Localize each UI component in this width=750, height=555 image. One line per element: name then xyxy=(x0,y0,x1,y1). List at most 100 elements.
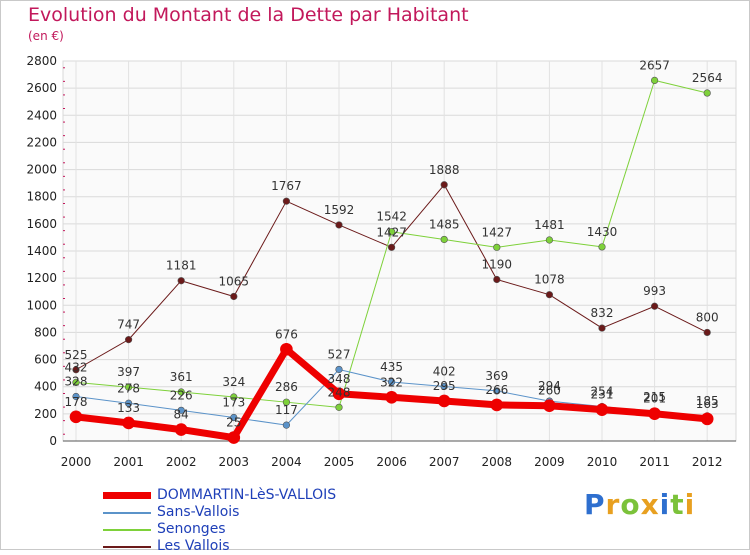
data-label: 1430 xyxy=(587,225,618,239)
data-point xyxy=(122,416,135,430)
data-label: 993 xyxy=(643,284,666,298)
data-point xyxy=(282,197,291,205)
data-label: 294 xyxy=(538,379,561,393)
data-label: 2657 xyxy=(639,58,670,72)
data-label: 1427 xyxy=(376,225,407,239)
x-tick-label: 2002 xyxy=(166,455,197,469)
data-point xyxy=(124,336,133,344)
data-label: 402 xyxy=(433,364,456,378)
data-label: 324 xyxy=(222,375,245,389)
x-tick-label: 2000 xyxy=(61,455,92,469)
x-tick-label: 2011 xyxy=(639,455,670,469)
data-label: 1427 xyxy=(482,225,513,239)
data-point xyxy=(174,423,188,436)
data-label: 527 xyxy=(328,347,351,361)
data-label: 260 xyxy=(538,384,561,398)
data-label: 231 xyxy=(591,388,614,402)
data-point xyxy=(440,181,448,189)
data-label: 173 xyxy=(222,396,245,410)
x-tick-label: 2009 xyxy=(534,455,565,469)
data-point xyxy=(177,388,185,396)
data-label: 1190 xyxy=(482,258,513,272)
legend-label: Senonges xyxy=(157,521,226,537)
data-point xyxy=(282,398,291,406)
data-label: 322 xyxy=(380,375,403,389)
y-tick-label: 200 xyxy=(34,407,57,421)
legend-swatch xyxy=(103,512,151,514)
legend-swatch xyxy=(103,492,151,499)
data-point xyxy=(280,342,293,356)
data-label: 133 xyxy=(117,401,140,415)
data-label: 832 xyxy=(591,306,614,320)
data-label: 1542 xyxy=(376,210,407,224)
x-tick-label: 2007 xyxy=(429,455,460,469)
data-point xyxy=(490,398,504,412)
y-tick-label: 1600 xyxy=(26,217,57,231)
x-tick-label: 2004 xyxy=(271,455,302,469)
legend-swatch xyxy=(103,529,151,531)
data-point xyxy=(650,76,659,85)
data-point xyxy=(388,228,396,236)
data-label: 178 xyxy=(65,395,88,409)
data-point xyxy=(230,393,238,401)
data-label: 1888 xyxy=(429,163,460,177)
logo-letter: o xyxy=(620,488,641,521)
proxiti-logo: Proxiti xyxy=(584,488,695,521)
data-point xyxy=(440,382,448,391)
logo-letter: x xyxy=(640,488,660,521)
data-label: 286 xyxy=(275,380,298,394)
data-point xyxy=(227,431,241,444)
data-label: 676 xyxy=(275,327,298,341)
data-label: 800 xyxy=(696,310,719,324)
data-label: 226 xyxy=(170,388,193,402)
logo-letter: r xyxy=(605,488,621,521)
data-label: 747 xyxy=(117,318,140,332)
y-tick-label: 400 xyxy=(34,380,57,394)
data-point xyxy=(72,366,80,374)
data-label: 248 xyxy=(328,385,351,399)
y-tick-label: 600 xyxy=(34,353,57,367)
data-point xyxy=(72,392,80,401)
data-point xyxy=(648,407,661,421)
data-point xyxy=(72,378,80,386)
chart-title: Evolution du Montant de la Dette par Hab… xyxy=(28,4,469,26)
data-label: 185 xyxy=(696,394,719,408)
data-label: 435 xyxy=(380,360,403,374)
data-point xyxy=(437,394,451,408)
data-point xyxy=(282,421,291,429)
data-point xyxy=(385,390,398,404)
data-label: 1065 xyxy=(219,274,250,288)
data-point xyxy=(703,328,711,337)
data-point xyxy=(703,89,711,97)
data-label: 266 xyxy=(485,383,508,397)
data-label: 84 xyxy=(174,408,189,422)
data-label: 278 xyxy=(117,381,140,395)
data-point xyxy=(230,413,238,422)
data-point xyxy=(598,324,606,332)
data-point xyxy=(543,399,556,413)
y-tick-label: 2200 xyxy=(26,135,57,149)
data-point xyxy=(650,302,659,310)
data-point xyxy=(595,403,609,416)
y-tick-label: 2600 xyxy=(26,81,57,95)
x-tick-label: 2005 xyxy=(324,455,355,469)
data-point xyxy=(545,291,554,299)
data-point xyxy=(124,383,133,391)
data-point xyxy=(177,277,185,285)
data-label: 163 xyxy=(696,397,719,411)
logo-letter: t xyxy=(670,488,685,521)
data-label: 348 xyxy=(328,372,351,386)
data-point xyxy=(335,221,343,229)
data-point xyxy=(332,387,346,401)
y-tick-label: 2400 xyxy=(26,108,57,122)
data-point xyxy=(440,235,448,244)
data-point xyxy=(69,410,83,424)
data-point xyxy=(335,365,343,374)
x-tick-label: 2001 xyxy=(113,455,144,469)
y-tick-label: 2000 xyxy=(26,163,57,177)
x-tick-label: 2008 xyxy=(482,455,513,469)
data-label: 295 xyxy=(433,379,456,393)
logo-letter: i xyxy=(684,488,696,521)
